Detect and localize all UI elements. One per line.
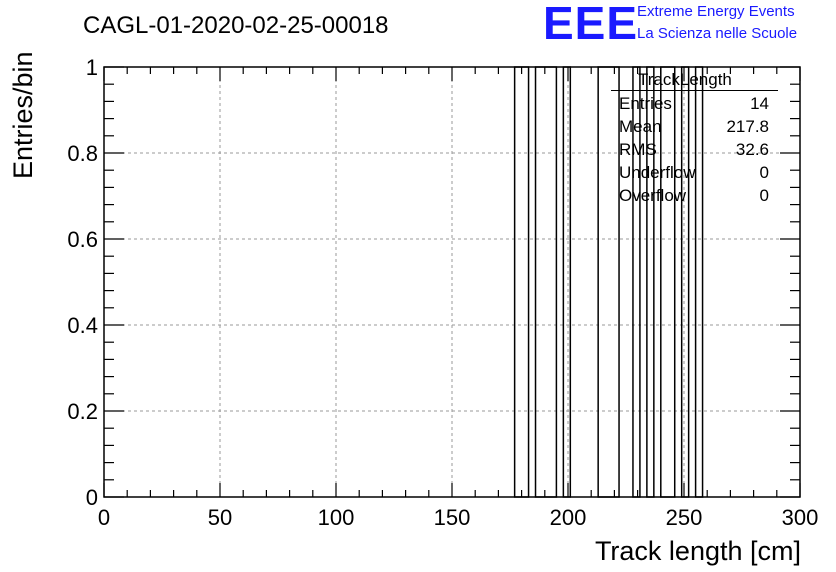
stat-label-rms: RMS (619, 140, 657, 159)
x-axis-label: Track length [cm] (595, 536, 801, 566)
x-tick-label-1: 50 (208, 505, 232, 530)
y-axis-label: Entries/bin (8, 51, 38, 179)
stat-label-entries: Entries (619, 94, 672, 113)
histogram-bin-2 (562, 66, 572, 498)
x-tick-label-6: 300 (782, 505, 819, 530)
y-tick-label-0: 0 (86, 485, 98, 510)
histogram-bin-0 (513, 66, 530, 498)
y-tick-label-3: 0.6 (67, 227, 98, 252)
stat-label-mean: Mean (619, 117, 662, 136)
histogram-bin-3 (597, 66, 620, 498)
stat-label-underflow: Underflow (619, 163, 696, 182)
x-tick-label-3: 150 (434, 505, 471, 530)
stat-value-overflow: 0 (759, 186, 769, 205)
y-tick-label-1: 0.2 (67, 399, 98, 424)
y-tick-label-4: 0.8 (67, 141, 98, 166)
axis-ticks (103, 66, 801, 498)
histogram-bars (513, 66, 704, 498)
stats-title: TrackLength (638, 70, 732, 89)
histogram-bin-7 (680, 66, 690, 498)
stat-value-entries: 14 (750, 94, 769, 113)
eee-logo: EEE (543, 0, 639, 49)
y-tick-label-5: 1 (86, 55, 98, 80)
stat-value-rms: 32.6 (735, 140, 769, 159)
stat-value-underflow: 0 (759, 163, 769, 182)
x-tick-label-2: 100 (318, 505, 355, 530)
x-tick-label-5: 250 (666, 505, 703, 530)
x-tick-label-0: 0 (98, 505, 110, 530)
y-tick-label-2: 0.4 (67, 313, 98, 338)
stat-label-overflow: Overflow (619, 186, 687, 205)
histogram-bin-8 (694, 66, 704, 498)
stat-value-mean: 217.8 (726, 117, 769, 136)
org-name-line2: La Scienza nelle Scuole (637, 25, 798, 42)
stats-divider (611, 90, 778, 91)
tick-labels: 0 50 100 150 200 250 300 0 0.2 0.4 0.6 0.8 1 (67, 55, 818, 530)
run-title: CAGL-01-2020-02-25-00018 (83, 12, 389, 39)
org-name-line1: Extreme Energy Events (637, 3, 795, 20)
histogram-bin-1 (534, 66, 558, 498)
x-tick-label-4: 200 (550, 505, 587, 530)
histogram-bin-6 (660, 66, 676, 498)
